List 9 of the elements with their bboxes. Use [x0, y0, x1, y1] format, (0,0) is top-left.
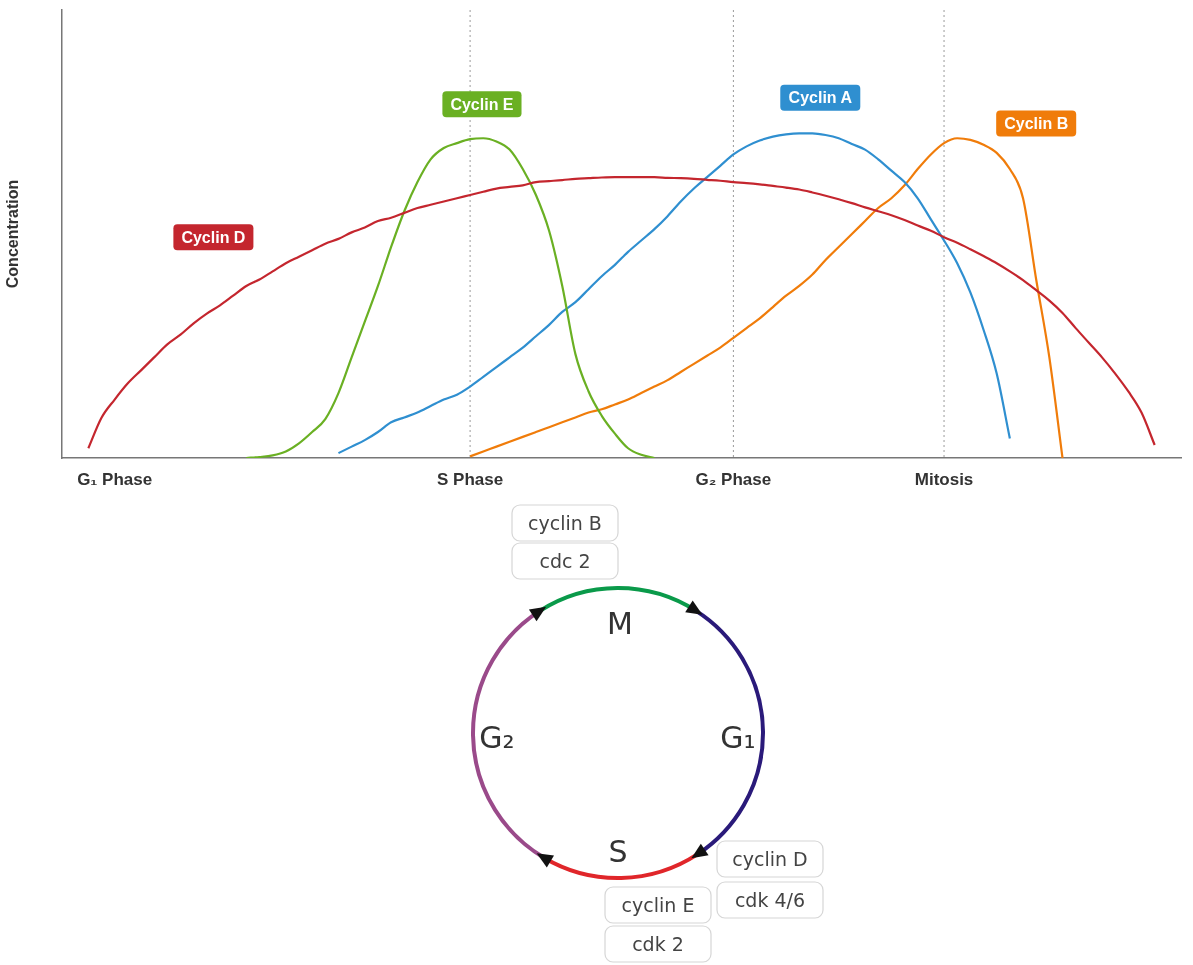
series-label: Cyclin E — [450, 95, 514, 113]
x-tick-label: G₂ Phase — [695, 469, 772, 489]
series-label: Cyclin A — [788, 89, 853, 107]
x-tick-label: S Phase — [437, 469, 504, 489]
series-label: Cyclin B — [1004, 115, 1069, 133]
y-axis-title: Concentration — [4, 179, 22, 289]
x-tick-label: Mitosis — [914, 469, 974, 489]
text: Cyclin D — [181, 228, 246, 246]
x-tick-label: G₁ Phase — [77, 469, 153, 489]
